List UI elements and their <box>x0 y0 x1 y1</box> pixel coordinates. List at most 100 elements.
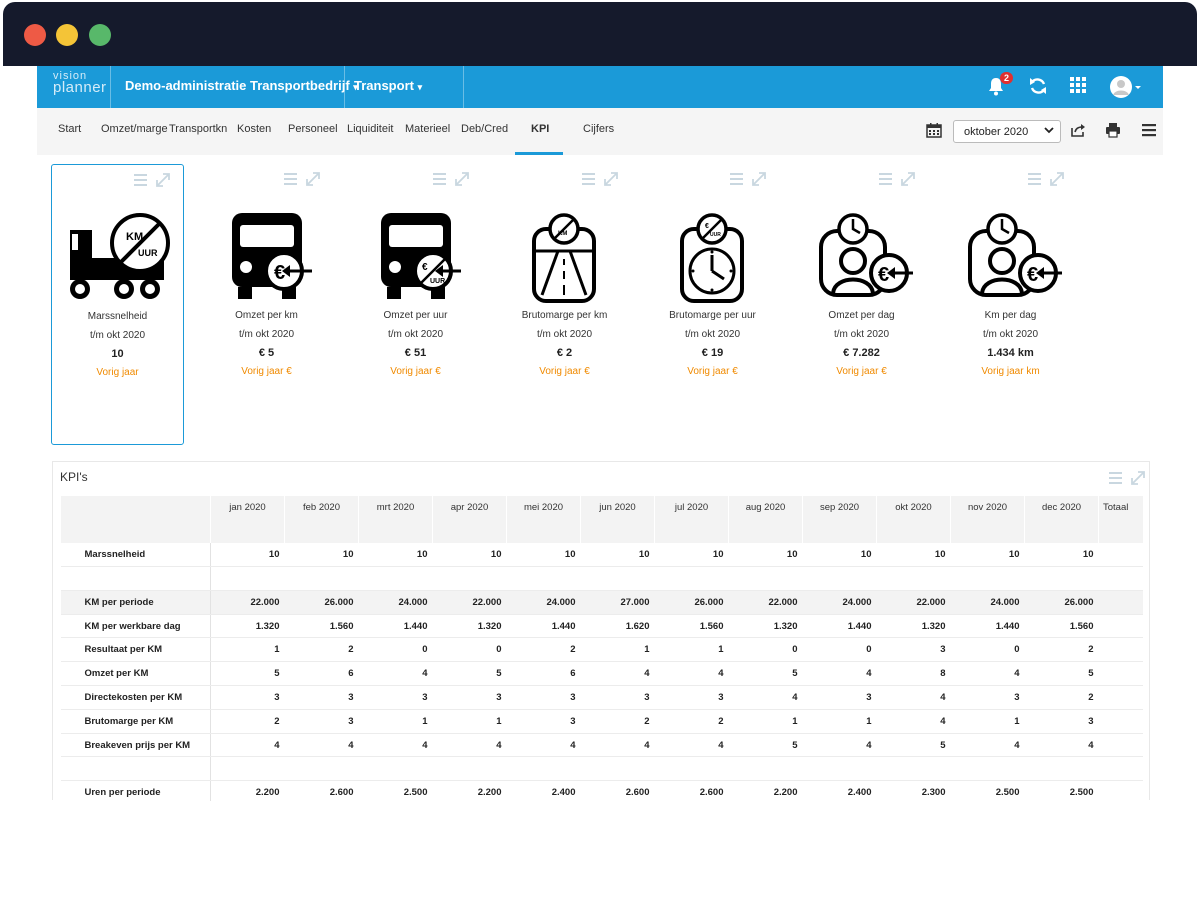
kpi-card-marssnelheid[interactable]: KM UUR Marssnelheid t/m okt 2020 10 Vori… <box>51 164 184 445</box>
card-prev-year-link[interactable]: Vorig jaar € <box>390 366 441 377</box>
row-label: Omzet per KM <box>60 661 211 687</box>
kpi-card-brutomarge-per-km[interactable]: KM Brutomarge per km t/m okt 2020 € 2 Vo… <box>498 164 631 445</box>
column-header[interactable]: nov 2020 <box>950 496 1025 520</box>
table-header-row: jan 2020 feb 2020 mrt 2020 apr 2020 mei … <box>60 496 1143 520</box>
table-cell: 3 <box>876 637 951 663</box>
table-cell: 10 <box>580 542 655 568</box>
tab-omzet-marge[interactable]: Omzet/marge <box>101 123 168 135</box>
table-cell: 10 <box>1024 542 1099 568</box>
table-cell <box>358 756 433 782</box>
column-header[interactable]: jun 2020 <box>580 496 655 520</box>
menu-icon[interactable] <box>1141 122 1159 140</box>
notification-badge: 2 <box>1000 72 1014 84</box>
svg-text:KM: KM <box>126 231 143 243</box>
table-cell <box>654 756 729 782</box>
tab-personeel[interactable]: Personeel <box>288 123 338 135</box>
close-window-button[interactable] <box>24 24 46 46</box>
table-cell <box>432 566 507 591</box>
table-cell: 1 <box>358 709 433 734</box>
share-icon[interactable] <box>1070 122 1088 140</box>
table-cell <box>728 566 803 591</box>
column-header[interactable]: apr 2020 <box>432 496 507 520</box>
subheader-cell <box>60 519 211 543</box>
table-cell: 1.440 <box>802 614 877 639</box>
table-cell <box>580 756 655 782</box>
card-prev-year-link[interactable]: Vorig jaar € <box>539 366 590 377</box>
table-row: Marssnelheid 10 10 10 10 10 10 10 10 10 10 10 10 <box>60 542 1143 568</box>
tab-kosten[interactable]: Kosten <box>237 123 272 135</box>
card-title: Brutomarge per uur <box>669 310 756 321</box>
column-header[interactable]: jan 2020 <box>210 496 285 520</box>
subheader-cell <box>506 519 581 543</box>
column-header[interactable]: jul 2020 <box>654 496 729 520</box>
card-period: t/m okt 2020 <box>387 329 444 340</box>
table-row: Brutomarge per KM 2 3 1 1 3 2 2 1 1 4 1 3 <box>60 709 1143 734</box>
kpi-card-brutomarge-per-uur[interactable]: € UUR Brutomarge per uur t/m okt 2020 € … <box>646 164 779 445</box>
print-icon[interactable] <box>1105 122 1123 140</box>
minimize-window-button[interactable] <box>56 24 78 46</box>
card-prev-year-link[interactable]: Vorig jaar € <box>687 366 738 377</box>
tab-kpi[interactable]: KPI <box>531 123 550 135</box>
column-header[interactable]: okt 2020 <box>876 496 951 520</box>
table-cell: 10 <box>506 542 581 568</box>
period-select[interactable]: oktober 2020 <box>953 120 1061 143</box>
tab-transportkn[interactable]: Transportkn <box>169 123 228 135</box>
table-cell: 1.560 <box>284 614 359 639</box>
apps-grid-icon[interactable] <box>1069 76 1091 98</box>
column-header[interactable]: aug 2020 <box>728 496 803 520</box>
panel-title: KPI's <box>60 470 88 484</box>
row-label: Breakeven prijs per KM <box>60 733 211 758</box>
kpi-card-omzet-per-dag[interactable]: € Omzet per dag t/m okt 2020 € 7.282 Vor… <box>795 164 928 445</box>
table-cell: 10 <box>654 542 729 568</box>
kpi-table-scroll[interactable]: jan 2020 feb 2020 mrt 2020 apr 2020 mei … <box>60 496 1143 801</box>
table-cell: 2 <box>654 709 729 734</box>
table-cell: 0 <box>728 637 803 663</box>
table-cell: 4 <box>1024 733 1099 758</box>
table-cell: 27.000 <box>580 590 655 615</box>
column-header[interactable]: mrt 2020 <box>358 496 433 520</box>
subheader-cell <box>654 519 729 543</box>
refresh-icon[interactable] <box>1028 76 1050 98</box>
subheader-cell <box>432 519 507 543</box>
notification-bell-icon[interactable]: 2 <box>987 72 1014 98</box>
table-cell: 2 <box>1024 685 1099 710</box>
table-cell <box>506 566 581 591</box>
table-cell: 22.000 <box>210 590 285 615</box>
kpi-card-km-per-dag[interactable]: € Km per dag t/m okt 2020 1.434 km Vorig… <box>944 164 1077 445</box>
tab-liquiditeit[interactable]: Liquiditeit <box>347 123 394 135</box>
tab-cijfers[interactable]: Cijfers <box>583 123 615 135</box>
row-label: KM per werkbare dag <box>60 614 211 639</box>
user-avatar[interactable] <box>1109 76 1143 98</box>
table-row: Resultaat per KM 1 2 0 0 2 1 1 0 0 3 0 2 <box>60 637 1143 663</box>
card-prev-year-link[interactable]: Vorig jaar € <box>241 366 292 377</box>
calendar-icon[interactable] <box>926 122 944 140</box>
app-logo[interactable]: vision planner <box>53 71 113 96</box>
tab-deb-cred[interactable]: Deb/Cred <box>461 123 509 135</box>
module-menu[interactable]: Transport ▾ <box>354 78 422 93</box>
table-cell: 1 <box>432 709 507 734</box>
card-prev-year-link[interactable]: Vorig jaar € <box>836 366 887 377</box>
column-header[interactable]: mei 2020 <box>506 496 581 520</box>
table-cell: 5 <box>1024 661 1099 687</box>
company-menu[interactable]: Demo-administratie Transportbedrijf ▾ <box>125 78 358 93</box>
card-prev-year-link[interactable]: Vorig jaar <box>96 367 139 378</box>
table-cell: 2.300 <box>876 780 951 801</box>
maximize-window-button[interactable] <box>89 24 111 46</box>
logo-line2: planner <box>53 79 107 96</box>
tab-materieel[interactable]: Materieel <box>405 123 451 135</box>
card-value: 1.434 km <box>987 347 1034 359</box>
table-cell: 4 <box>580 661 655 687</box>
column-header[interactable]: dec 2020 <box>1024 496 1099 520</box>
table-cell <box>1024 756 1099 782</box>
card-prev-year-link[interactable]: Vorig jaar km <box>981 366 1040 377</box>
divider <box>344 66 345 108</box>
column-header[interactable]: sep 2020 <box>802 496 877 520</box>
kpi-card-omzet-per-km[interactable]: € Omzet per km t/m okt 2020 € 5 Vorig ja… <box>200 164 333 445</box>
table-cell: 4 <box>358 661 433 687</box>
table-cell: 22.000 <box>876 590 951 615</box>
card-value: 10 <box>111 348 124 360</box>
tab-start[interactable]: Start <box>58 123 82 135</box>
column-header[interactable]: Totaal <box>1098 496 1143 520</box>
column-header[interactable]: feb 2020 <box>284 496 359 520</box>
kpi-card-omzet-per-uur[interactable]: € UUR Omzet per uur t/m okt 2020 € 51 Vo… <box>349 164 482 445</box>
